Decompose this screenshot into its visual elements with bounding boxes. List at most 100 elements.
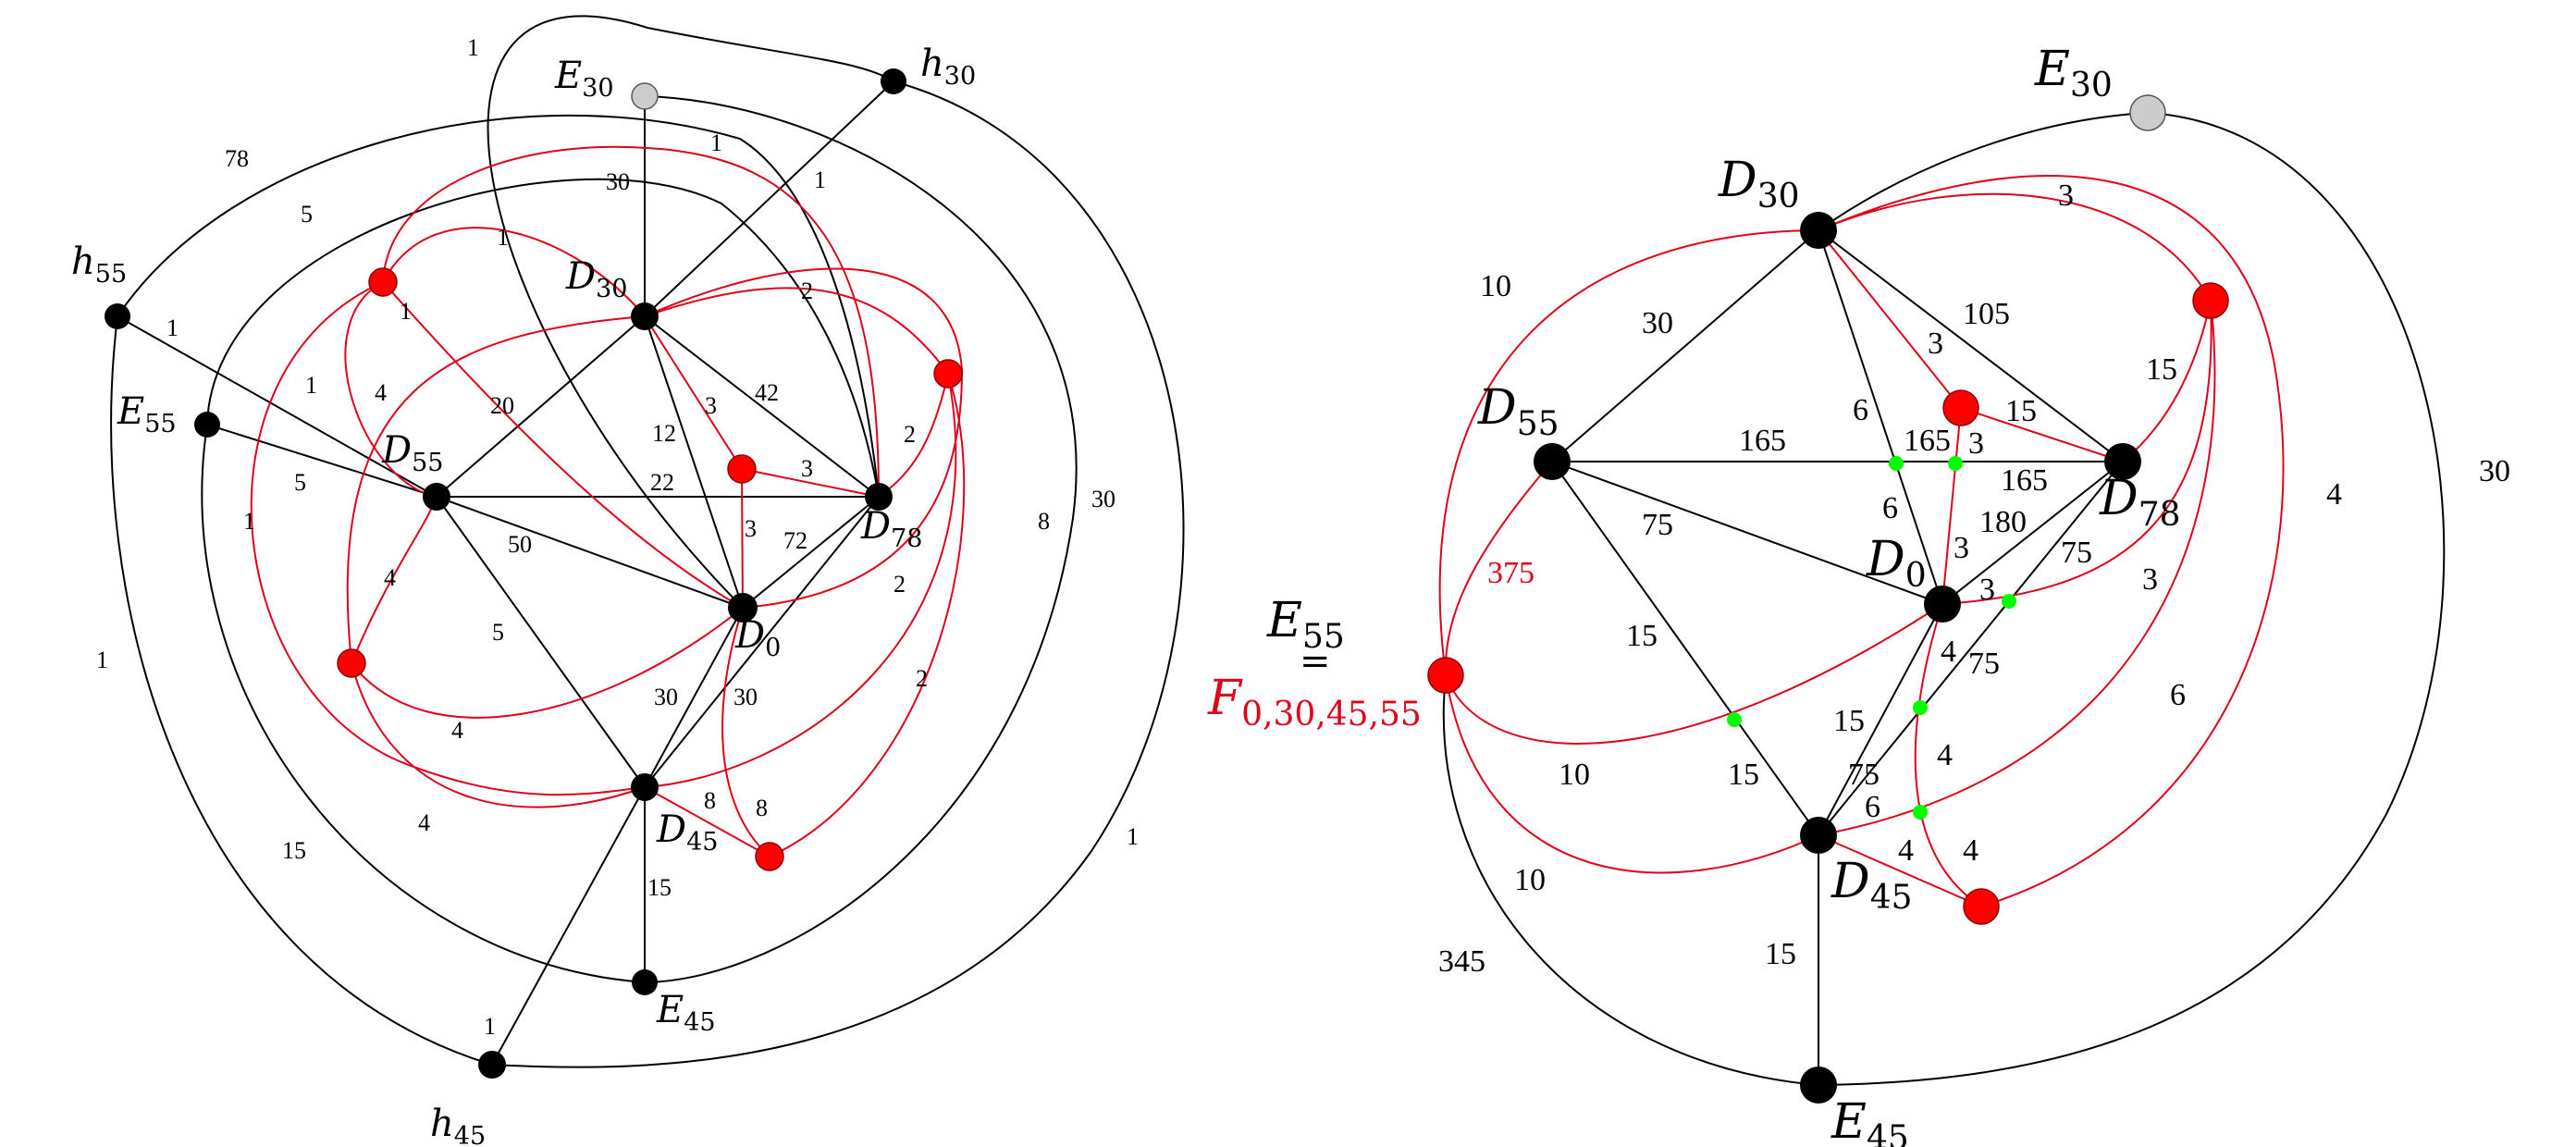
node-D78 (865, 483, 893, 511)
edge-weight: 105 (1963, 297, 2010, 331)
label-D78: D78 (2099, 471, 2181, 534)
edge (436, 315, 646, 498)
edge-weight: 4 (1937, 738, 1953, 772)
label-E45: E45 (656, 989, 716, 1037)
edge-weight: 1 (497, 224, 509, 251)
edge (1818, 175, 2285, 907)
edge (206, 178, 880, 498)
left-graph-weights: 1 1 30 78 5 1 1 1 2 1 4 1 20 3 42 12 2 5… (96, 34, 1139, 1040)
edge (1818, 603, 1943, 836)
edge-weight: 3 (1979, 573, 1995, 607)
label-h45: h45 (430, 1103, 486, 1147)
node-red (368, 267, 398, 297)
edge-weight: 4 (1963, 833, 1978, 868)
edge (1818, 112, 2149, 231)
edge-weight: 2 (801, 278, 813, 304)
edge (644, 607, 744, 788)
edge-weight: 4 (1898, 833, 1914, 868)
edge-weight: 75 (1642, 508, 1673, 542)
edge-weight: 165 (1739, 424, 1786, 458)
edge (644, 80, 894, 317)
edge-weight: 8 (1038, 508, 1050, 535)
right-graph-edges (1438, 112, 2446, 1086)
edge (878, 373, 949, 498)
edge-weight: 4 (451, 717, 463, 744)
edge (351, 662, 646, 808)
edge-weight: 15 (2005, 394, 2037, 428)
edge (721, 607, 770, 857)
edge-weight: 3 (2142, 562, 2158, 597)
edge-weight: 15 (1765, 937, 1796, 971)
node-D30 (631, 302, 659, 330)
edge (741, 468, 880, 498)
node-D55 (1534, 443, 1571, 480)
edge-weight: 4 (375, 379, 387, 406)
edge (436, 496, 744, 609)
label-h30: h30 (920, 43, 976, 91)
edge-weight: 42 (755, 379, 779, 406)
label-E55: E55 (117, 390, 177, 438)
edge (110, 315, 493, 1066)
edge-weight: 3 (1928, 327, 1943, 361)
edge-weight: 3 (745, 515, 757, 542)
edge (487, 15, 894, 609)
label-E30: E30 (2034, 42, 2113, 105)
edge-weight: 1 (400, 298, 412, 325)
node-D55 (423, 483, 450, 511)
edge-weight: 75 (2061, 536, 2092, 570)
edge-weight: 1 (484, 1013, 496, 1040)
edge-weight: 165 (2001, 463, 2048, 498)
node-h55 (105, 303, 130, 329)
edge-weight: 3 (705, 392, 717, 419)
label-E30: E30 (554, 55, 614, 103)
edge-weight: 30 (1642, 306, 1673, 340)
edge (1818, 112, 2446, 1086)
edge-weight: 30 (606, 168, 630, 195)
node-green (1948, 456, 1963, 471)
edge (644, 95, 1078, 983)
left-graph-nodes (105, 68, 963, 1079)
edge-weight: 6 (1853, 393, 1868, 427)
edge (344, 281, 438, 498)
edge-weight: 72 (783, 527, 807, 554)
edge (644, 315, 743, 470)
label-D30: D30 (1718, 153, 1800, 216)
edge-weight: 4 (1941, 635, 1956, 669)
label-D55: D55 (1477, 380, 1559, 443)
edge (1818, 461, 2124, 836)
edge (1551, 461, 1943, 605)
edge-weight: 4 (384, 564, 396, 591)
edge (1818, 229, 2124, 462)
edge (346, 315, 646, 664)
node-red (337, 648, 366, 678)
edge (1941, 407, 1962, 605)
edge (1818, 192, 2212, 302)
edge (382, 145, 880, 498)
node-red (933, 359, 963, 388)
label-D45: D45 (1830, 854, 1913, 917)
edge-weight: 1 (1127, 823, 1139, 850)
label-D45: D45 (656, 808, 718, 857)
edge-weight: 5 (492, 619, 504, 646)
node-E45 (632, 969, 658, 995)
edge-weight: 50 (508, 531, 532, 558)
edge (1438, 229, 1819, 676)
node-D0 (1924, 586, 1961, 623)
edge-weight: 1 (710, 130, 722, 156)
edge (1551, 229, 1819, 462)
edge-weight: 3 (1954, 531, 1969, 565)
edge (436, 496, 646, 788)
edge-weight: 75 (1848, 758, 1880, 792)
edge (1914, 603, 1982, 907)
edge (644, 315, 880, 498)
edge (250, 281, 646, 796)
node-D0 (728, 593, 758, 623)
label-D30: D30 (565, 255, 627, 303)
edge-weight: 2 (894, 571, 906, 598)
node-green (1889, 456, 1904, 471)
node-E30 (2129, 94, 2166, 131)
edge (644, 287, 949, 375)
label-E55: E55 (1266, 593, 1345, 656)
edge (201, 424, 646, 983)
